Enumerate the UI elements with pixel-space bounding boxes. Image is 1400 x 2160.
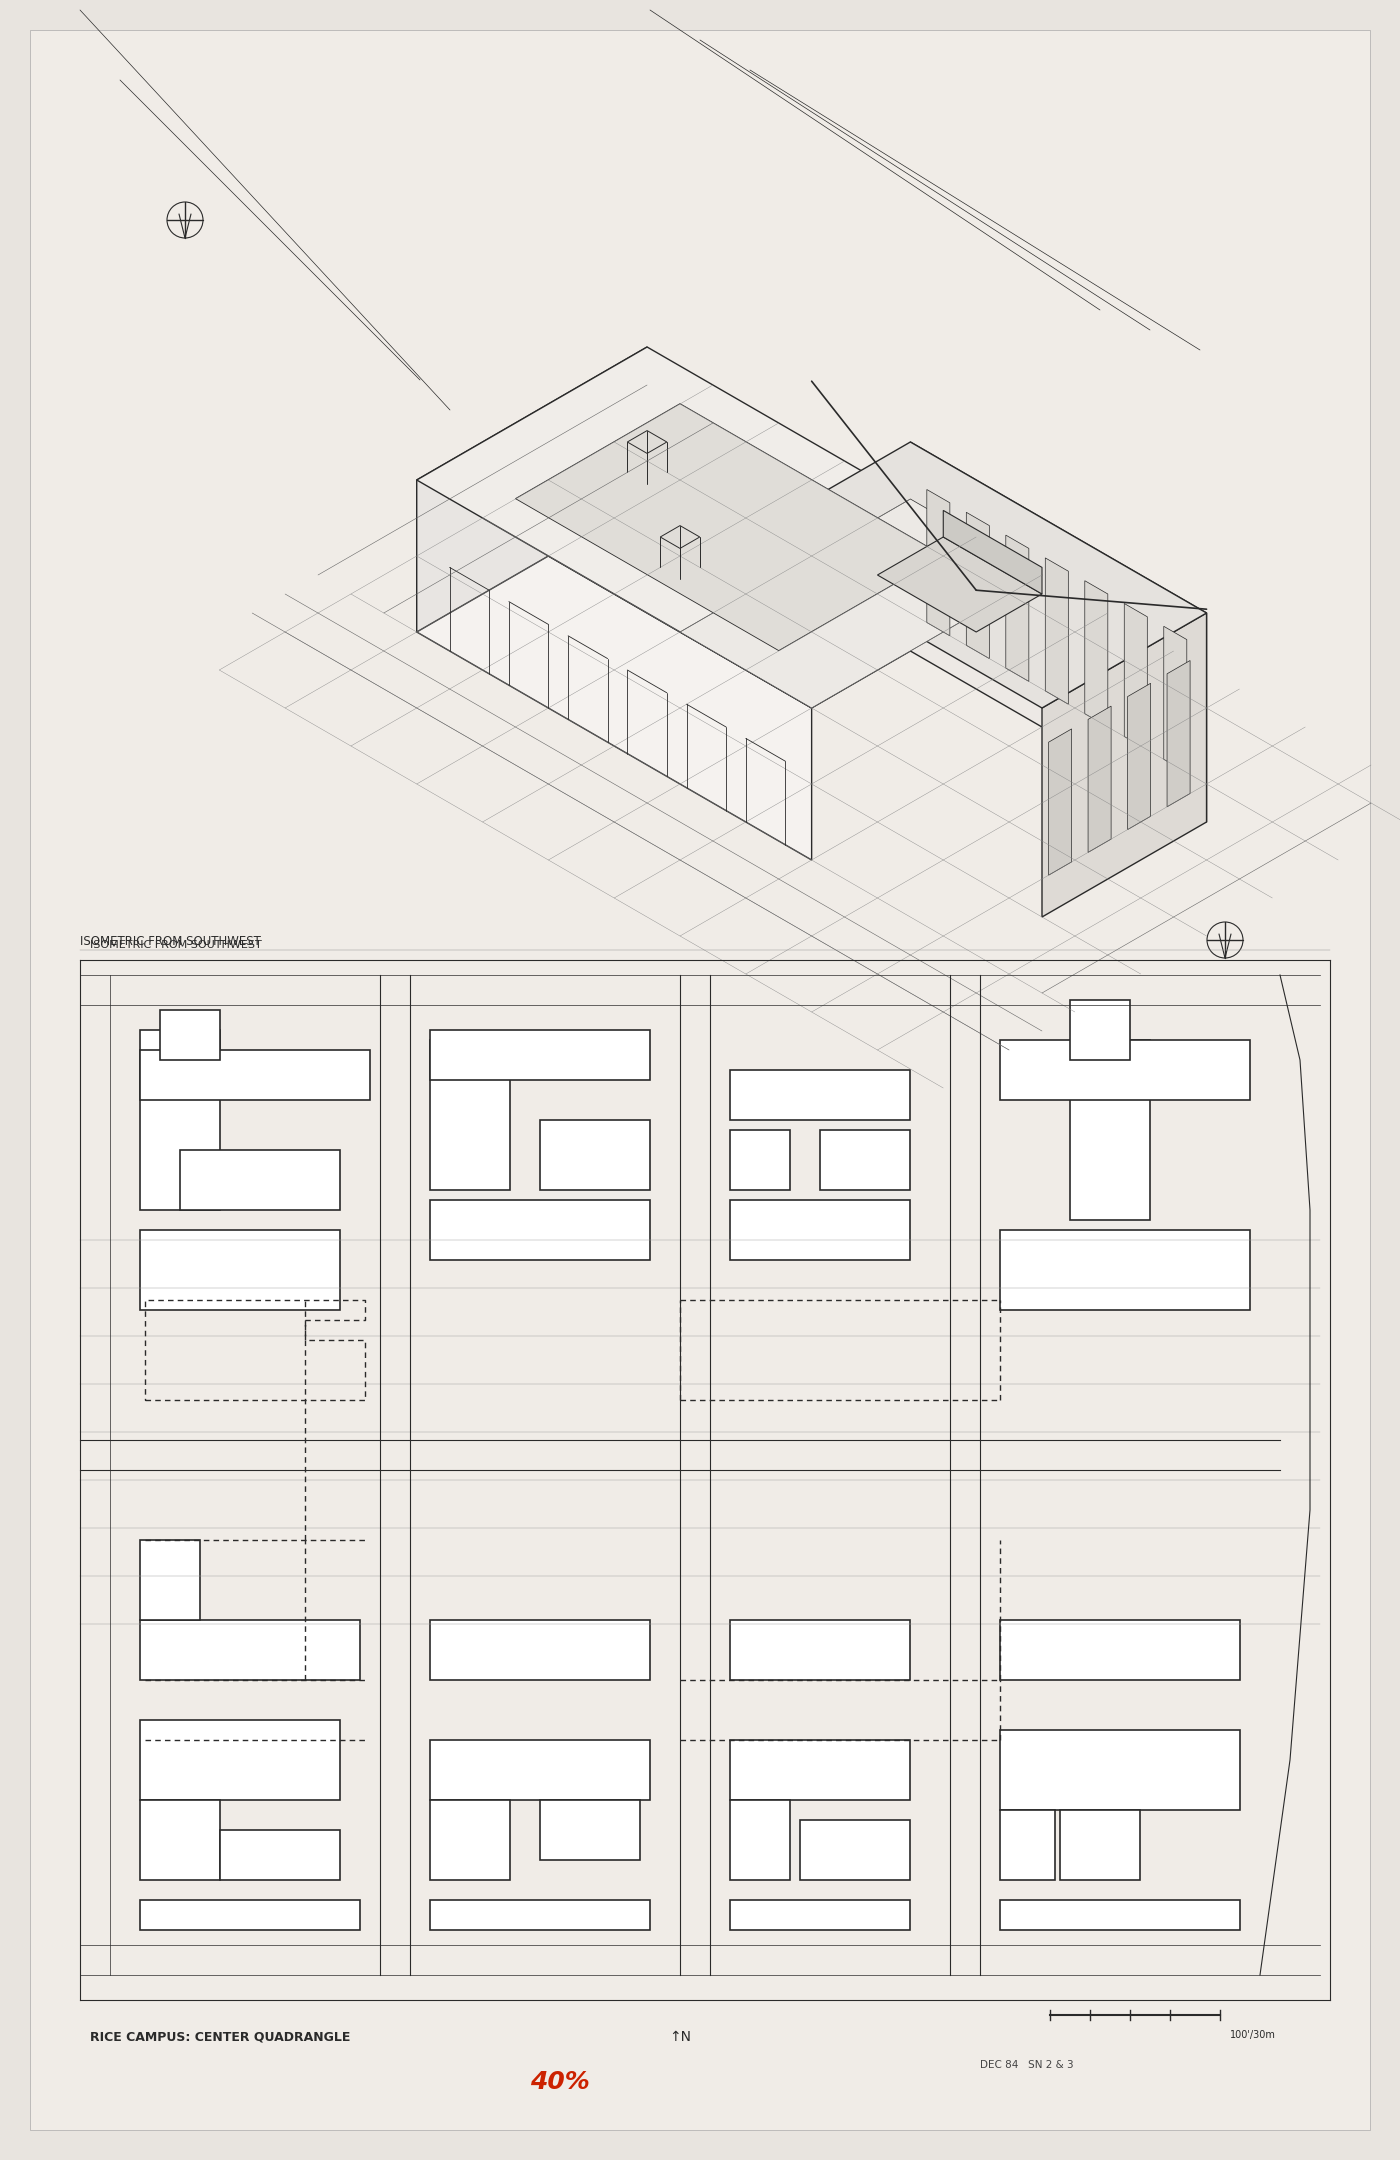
Bar xyxy=(220,1830,340,1879)
Bar xyxy=(160,1011,220,1061)
Polygon shape xyxy=(1088,706,1112,853)
Bar xyxy=(140,1901,360,1931)
Text: DEC 84   SN 2 & 3: DEC 84 SN 2 & 3 xyxy=(980,2061,1074,2069)
Bar xyxy=(729,1901,910,1931)
Bar xyxy=(540,1799,640,1860)
Bar xyxy=(799,1821,910,1879)
Polygon shape xyxy=(627,430,666,454)
Polygon shape xyxy=(878,538,1042,633)
FancyBboxPatch shape xyxy=(29,30,1371,2130)
Bar xyxy=(1000,1730,1240,1810)
Bar xyxy=(1070,1039,1149,1220)
Bar xyxy=(729,1620,910,1680)
Polygon shape xyxy=(1163,626,1187,773)
Bar xyxy=(430,1741,650,1799)
Bar xyxy=(729,1201,910,1259)
Polygon shape xyxy=(1124,603,1148,750)
Bar xyxy=(140,1050,370,1099)
Text: ISOMETRIC FROM SOUTHWEST: ISOMETRIC FROM SOUTHWEST xyxy=(80,935,260,948)
Text: 40%: 40% xyxy=(531,2069,589,2093)
Bar xyxy=(1000,1620,1240,1680)
Bar xyxy=(1060,1810,1140,1879)
Polygon shape xyxy=(417,348,647,633)
Bar xyxy=(140,1799,220,1879)
Bar xyxy=(1070,1000,1130,1061)
Polygon shape xyxy=(1042,613,1207,918)
Bar xyxy=(1000,1810,1056,1879)
Bar xyxy=(140,1030,220,1210)
Bar xyxy=(140,1229,340,1309)
Bar xyxy=(140,1719,340,1799)
Bar xyxy=(140,1620,360,1680)
Bar xyxy=(540,1121,650,1190)
Bar xyxy=(430,1201,650,1259)
Polygon shape xyxy=(1046,557,1068,704)
Polygon shape xyxy=(661,525,700,549)
Bar xyxy=(1000,1229,1250,1309)
Polygon shape xyxy=(515,404,944,650)
Bar xyxy=(729,1069,910,1121)
Polygon shape xyxy=(746,443,1207,708)
Polygon shape xyxy=(417,348,1042,708)
Bar xyxy=(430,1799,510,1879)
Bar xyxy=(1000,1039,1250,1099)
Polygon shape xyxy=(1127,683,1151,829)
Bar xyxy=(430,1901,650,1931)
Bar xyxy=(729,1741,910,1799)
Bar xyxy=(430,1620,650,1680)
Polygon shape xyxy=(1049,728,1071,875)
Text: ISOMETRIC FROM SOUTHWEST: ISOMETRIC FROM SOUTHWEST xyxy=(90,940,262,950)
Text: 100'/30m: 100'/30m xyxy=(1231,2030,1275,2039)
Polygon shape xyxy=(944,510,1042,594)
Bar xyxy=(430,1039,510,1190)
Bar xyxy=(1000,1901,1240,1931)
Bar xyxy=(729,1130,790,1190)
Bar xyxy=(820,1130,910,1190)
Bar xyxy=(181,1149,340,1210)
Polygon shape xyxy=(417,480,812,860)
Polygon shape xyxy=(1085,581,1107,728)
Polygon shape xyxy=(1005,536,1029,680)
Bar xyxy=(430,1030,650,1080)
Text: ↑N: ↑N xyxy=(669,2030,692,2043)
Polygon shape xyxy=(1168,661,1190,808)
Polygon shape xyxy=(927,490,949,635)
Bar xyxy=(140,1540,200,1620)
Text: RICE CAMPUS: CENTER QUADRANGLE: RICE CAMPUS: CENTER QUADRANGLE xyxy=(90,2030,350,2043)
Polygon shape xyxy=(680,499,1042,708)
Bar xyxy=(729,1799,790,1879)
Polygon shape xyxy=(910,443,1207,823)
Polygon shape xyxy=(966,512,990,659)
